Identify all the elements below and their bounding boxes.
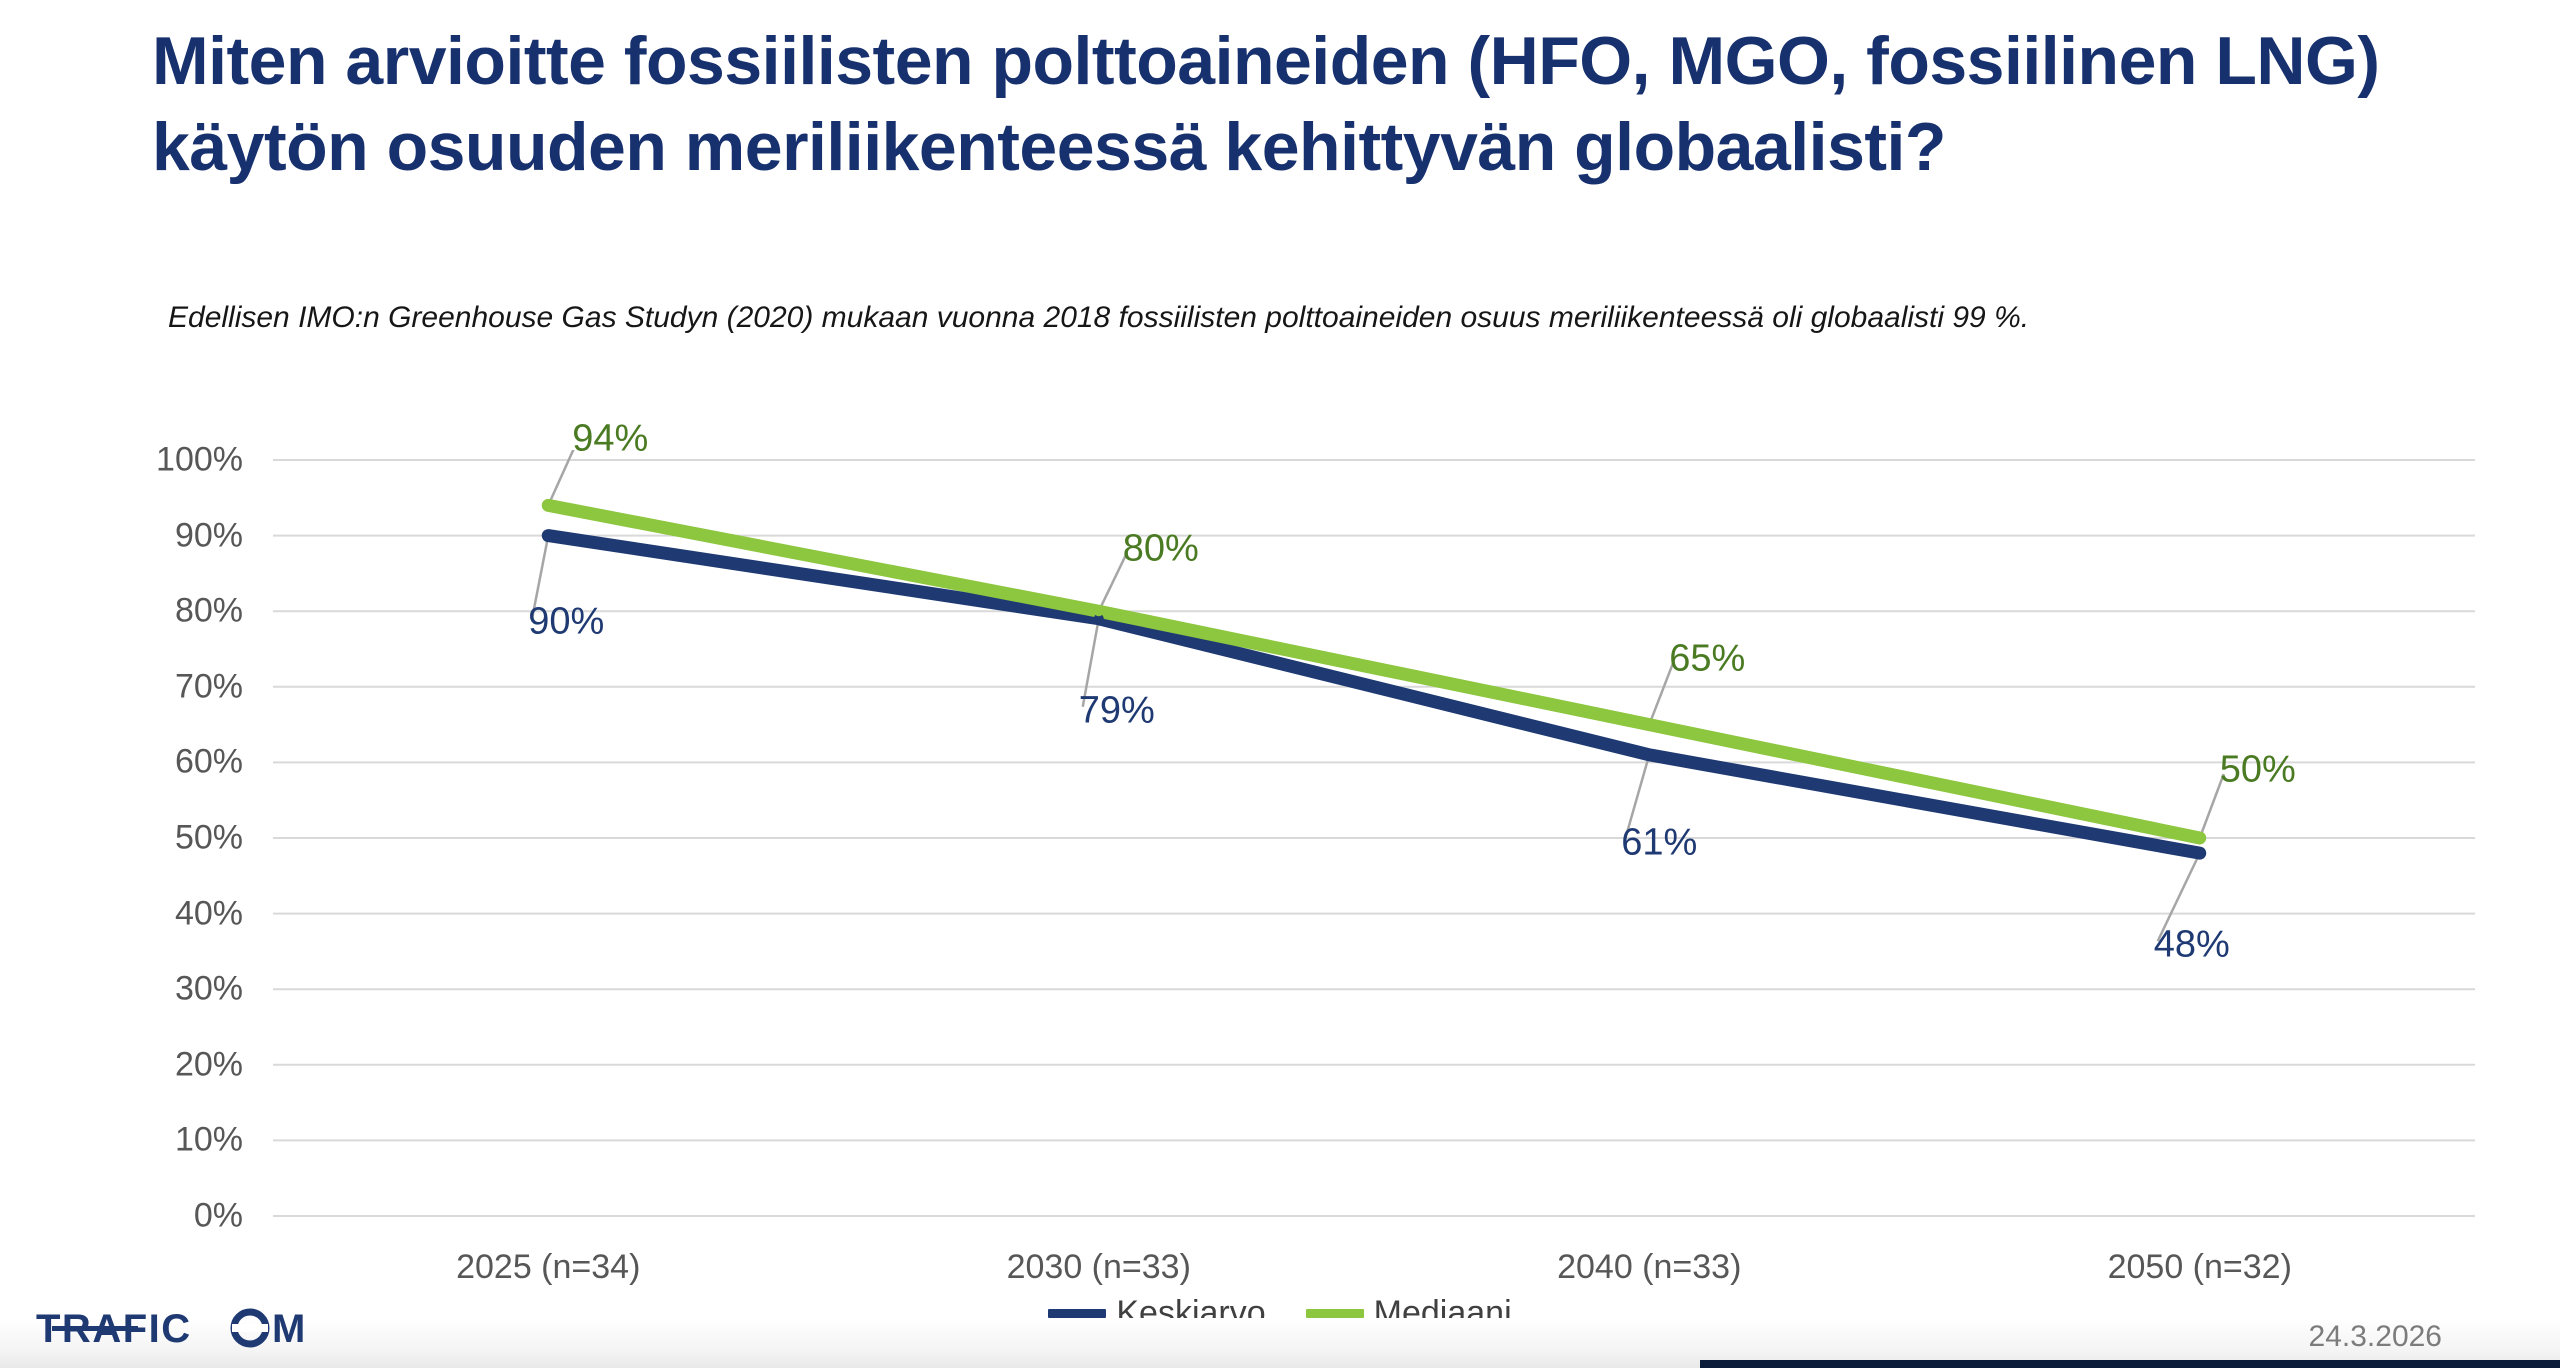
data-label: 61% [1621, 821, 1698, 864]
data-label-leader-line [1097, 552, 1128, 612]
data-label: 90% [528, 600, 605, 643]
data-label-leader-line [531, 535, 550, 618]
data-point [1644, 719, 1655, 730]
date-stamp: 24.3.2026 [2308, 1320, 2442, 1353]
data-label: 48% [2153, 923, 2230, 966]
data-label: 80% [1122, 527, 1199, 570]
legend-swatch-icon [1305, 1309, 1364, 1318]
series-line-mediaani [541, 498, 2207, 845]
data-label-leader-line [1648, 662, 1675, 726]
data-label: 94% [572, 417, 649, 460]
page-title: Miten arvioitte fossiilisten polttoainei… [152, 23, 2380, 185]
footer-band [0, 1318, 2560, 1368]
data-label-leader-line [1081, 618, 1100, 707]
chart-gridlines [273, 459, 2475, 1217]
svg-text:M: M [272, 1307, 307, 1351]
x-axis-tick-label: 2050 (n=32) [2107, 1248, 2292, 1286]
legend-swatch-icon [1048, 1309, 1107, 1318]
data-label-leader-line [1624, 754, 1651, 840]
y-axis-tick-label: 80% [174, 591, 243, 630]
data-point [1093, 606, 1104, 617]
data-point [1644, 749, 1655, 760]
window-bottom-edge [1700, 1360, 2560, 1368]
data-point [1093, 613, 1104, 624]
data-label: 79% [1078, 689, 1155, 732]
y-axis-tick-label: 10% [174, 1120, 243, 1159]
data-point [543, 500, 554, 511]
data-point [2194, 848, 2205, 859]
series-line-keskiarvo [541, 529, 2207, 860]
chart-plot-area [273, 450, 2475, 1217]
y-axis-tick-label: 40% [174, 894, 243, 933]
x-axis-tick-label: 2040 (n=33) [1557, 1248, 1742, 1286]
data-label: 65% [1669, 637, 1746, 680]
chart-series-points [543, 500, 2205, 859]
chart-series-lines [541, 498, 2207, 860]
y-axis-tick-label: 30% [174, 969, 243, 1008]
data-label: 50% [2219, 748, 2296, 791]
data-label-leader-line [547, 450, 575, 506]
chart-leader-lines [531, 450, 2225, 942]
y-axis-tick-label: 50% [174, 818, 243, 857]
page-subtitle: Edellisen IMO:n Greenhouse Gas Studyn (2… [168, 301, 2030, 334]
data-label-leader-line [2198, 773, 2225, 839]
y-axis-tick-label: 0% [193, 1196, 243, 1235]
data-label-leader-line [2156, 852, 2201, 942]
y-axis-tick-label: 60% [174, 742, 243, 781]
x-axis-tick-label: 2030 (n=33) [1006, 1248, 1191, 1286]
traficom-logo: TRAFIC M [36, 1307, 307, 1351]
y-axis-tick-label: 20% [174, 1045, 243, 1084]
line-chart: 100% 90% 80% 70% 60% 50% 40% 30% 20% 10% 0% 2025 (… [0, 418, 2560, 1330]
data-point [543, 530, 554, 541]
y-axis-tick-label: 90% [174, 516, 243, 555]
data-point [2194, 833, 2205, 843]
y-axis-tick-label: 70% [174, 667, 243, 706]
x-axis-tick-label: 2025 (n=34) [456, 1248, 641, 1286]
y-axis-tick-label: 100% [156, 440, 243, 479]
